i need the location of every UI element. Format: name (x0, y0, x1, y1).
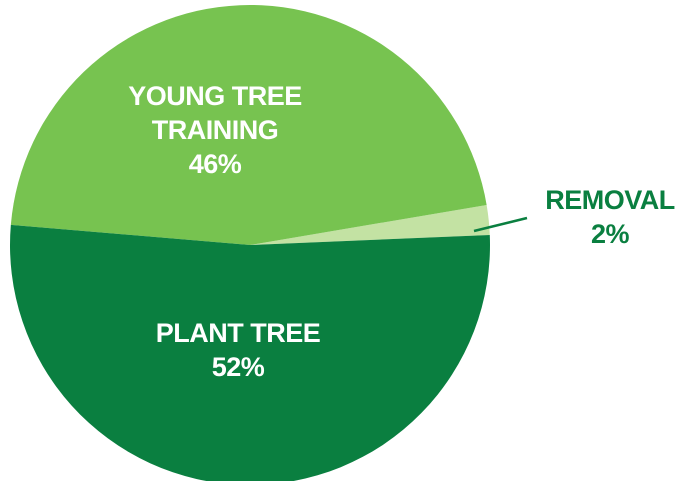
slice-label: REMOVAL 2% (530, 183, 683, 251)
pie-slice (10, 224, 490, 481)
slice-label: YOUNG TREE TRAINING 46% (120, 79, 310, 181)
slice-label: PLANT TREE 52% (118, 316, 358, 384)
pie-slice (10, 4, 487, 245)
category-label: PLANT TREE (155, 318, 321, 348)
pie-slice (250, 204, 490, 245)
value-label: 2% (590, 219, 630, 249)
category-label: REMOVAL (545, 185, 675, 215)
category-label: YOUNG TREE TRAINING (128, 81, 302, 145)
value-label: 52% (211, 352, 265, 382)
leader-line (473, 216, 528, 233)
value-label: 46% (188, 149, 242, 179)
